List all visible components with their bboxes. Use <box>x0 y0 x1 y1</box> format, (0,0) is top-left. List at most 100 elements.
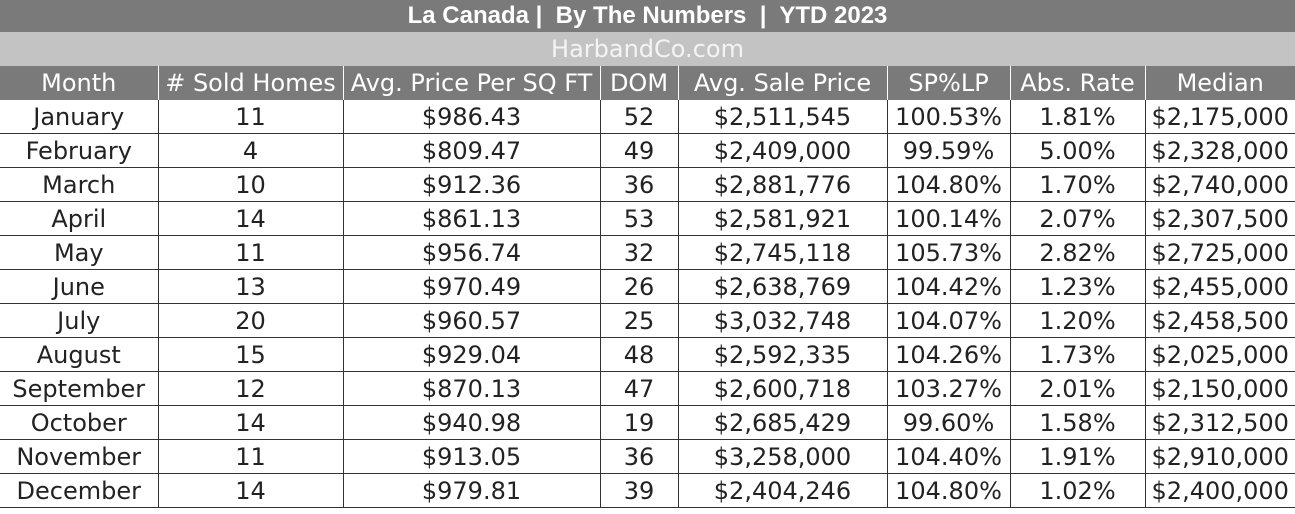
cell-sp-lp[interactable]: 99.60% <box>886 405 1011 440</box>
cell-sp-lp[interactable]: 104.40% <box>886 439 1011 474</box>
cell-sold-homes[interactable]: 11 <box>157 439 344 474</box>
cell-median[interactable]: $2,455,000 <box>1144 269 1295 304</box>
cell-sold-homes[interactable]: 11 <box>157 235 344 270</box>
cell-avg-sale-price[interactable]: $2,685,429 <box>677 405 888 440</box>
cell-dom[interactable]: 49 <box>599 133 679 168</box>
cell-month[interactable]: May <box>0 235 159 270</box>
cell-dom[interactable]: 26 <box>599 269 679 304</box>
cell-sold-homes[interactable]: 14 <box>157 473 344 508</box>
cell-avg-sale-price[interactable]: $2,592,335 <box>677 337 888 372</box>
cell-price-per-sqft[interactable]: $960.57 <box>342 303 601 338</box>
cell-sold-homes[interactable]: 13 <box>157 269 344 304</box>
cell-avg-sale-price[interactable]: $2,581,921 <box>677 201 888 236</box>
cell-abs-rate[interactable]: 1.23% <box>1009 269 1146 304</box>
cell-abs-rate[interactable]: 1.70% <box>1009 167 1146 202</box>
cell-dom[interactable]: 52 <box>599 100 679 134</box>
cell-price-per-sqft[interactable]: $979.81 <box>342 473 601 508</box>
cell-abs-rate[interactable]: 5.00% <box>1009 133 1146 168</box>
column-header-sold-homes[interactable]: # Sold Homes <box>157 66 343 100</box>
cell-price-per-sqft[interactable]: $986.43 <box>342 100 601 134</box>
cell-median[interactable]: $2,328,000 <box>1144 133 1295 168</box>
cell-median[interactable]: $2,458,500 <box>1144 303 1295 338</box>
column-header-median[interactable]: Median <box>1144 66 1295 100</box>
cell-month[interactable]: June <box>0 269 159 304</box>
cell-price-per-sqft[interactable]: $956.74 <box>342 235 601 270</box>
cell-dom[interactable]: 19 <box>599 405 679 440</box>
cell-sp-lp[interactable]: 104.80% <box>886 473 1011 508</box>
cell-price-per-sqft[interactable]: $912.36 <box>342 167 601 202</box>
cell-month[interactable]: October <box>0 405 159 440</box>
cell-dom[interactable]: 36 <box>599 167 679 202</box>
cell-month[interactable]: April <box>0 201 159 236</box>
cell-month[interactable]: November <box>0 439 159 474</box>
cell-sp-lp[interactable]: 100.14% <box>886 201 1011 236</box>
cell-sold-homes[interactable]: 20 <box>157 303 344 338</box>
cell-abs-rate[interactable]: 1.73% <box>1009 337 1146 372</box>
cell-sp-lp[interactable]: 105.73% <box>886 235 1011 270</box>
cell-sold-homes[interactable]: 14 <box>157 405 344 440</box>
cell-avg-sale-price[interactable]: $2,511,545 <box>677 100 888 134</box>
cell-avg-sale-price[interactable]: $2,600,718 <box>677 371 888 406</box>
cell-median[interactable]: $2,910,000 <box>1144 439 1295 474</box>
cell-month[interactable]: July <box>0 303 159 338</box>
cell-median[interactable]: $2,725,000 <box>1144 235 1295 270</box>
cell-sold-homes[interactable]: 11 <box>157 100 344 134</box>
cell-sp-lp[interactable]: 104.26% <box>886 337 1011 372</box>
column-header-dom[interactable]: DOM <box>599 66 678 100</box>
cell-month[interactable]: February <box>0 133 159 168</box>
cell-abs-rate[interactable]: 1.20% <box>1009 303 1146 338</box>
cell-sp-lp[interactable]: 100.53% <box>886 100 1011 134</box>
cell-price-per-sqft[interactable]: $809.47 <box>342 133 601 168</box>
cell-month[interactable]: January <box>0 100 159 134</box>
cell-sold-homes[interactable]: 14 <box>157 201 344 236</box>
cell-price-per-sqft[interactable]: $970.49 <box>342 269 601 304</box>
cell-dom[interactable]: 36 <box>599 439 679 474</box>
cell-month[interactable]: September <box>0 371 159 406</box>
cell-dom[interactable]: 25 <box>599 303 679 338</box>
cell-abs-rate[interactable]: 1.81% <box>1009 100 1146 134</box>
cell-avg-sale-price[interactable]: $2,409,000 <box>677 133 888 168</box>
cell-price-per-sqft[interactable]: $929.04 <box>342 337 601 372</box>
cell-sold-homes[interactable]: 10 <box>157 167 344 202</box>
cell-avg-sale-price[interactable]: $2,404,246 <box>677 473 888 508</box>
cell-dom[interactable]: 47 <box>599 371 679 406</box>
cell-median[interactable]: $2,175,000 <box>1144 100 1295 134</box>
cell-avg-sale-price[interactable]: $2,881,776 <box>677 167 888 202</box>
cell-sp-lp[interactable]: 104.07% <box>886 303 1011 338</box>
cell-price-per-sqft[interactable]: $861.13 <box>342 201 601 236</box>
cell-avg-sale-price[interactable]: $2,745,118 <box>677 235 888 270</box>
cell-month[interactable]: March <box>0 167 159 202</box>
column-header-avg-sale-price[interactable]: Avg. Sale Price <box>677 66 887 100</box>
cell-dom[interactable]: 39 <box>599 473 679 508</box>
cell-abs-rate[interactable]: 1.91% <box>1009 439 1146 474</box>
cell-sold-homes[interactable]: 12 <box>157 371 344 406</box>
cell-median[interactable]: $2,025,000 <box>1144 337 1295 372</box>
cell-price-per-sqft[interactable]: $913.05 <box>342 439 601 474</box>
cell-sp-lp[interactable]: 103.27% <box>886 371 1011 406</box>
cell-sp-lp[interactable]: 104.80% <box>886 167 1011 202</box>
cell-price-per-sqft[interactable]: $940.98 <box>342 405 601 440</box>
cell-sold-homes[interactable]: 4 <box>157 133 344 168</box>
cell-median[interactable]: $2,150,000 <box>1144 371 1295 406</box>
cell-median[interactable]: $2,400,000 <box>1144 473 1295 508</box>
cell-abs-rate[interactable]: 2.07% <box>1009 201 1146 236</box>
cell-avg-sale-price[interactable]: $2,638,769 <box>677 269 888 304</box>
cell-dom[interactable]: 48 <box>599 337 679 372</box>
cell-avg-sale-price[interactable]: $3,258,000 <box>677 439 888 474</box>
cell-month[interactable]: December <box>0 473 159 508</box>
cell-sp-lp[interactable]: 99.59% <box>886 133 1011 168</box>
cell-sold-homes[interactable]: 15 <box>157 337 344 372</box>
cell-abs-rate[interactable]: 2.82% <box>1009 235 1146 270</box>
cell-month[interactable]: August <box>0 337 159 372</box>
cell-median[interactable]: $2,307,500 <box>1144 201 1295 236</box>
cell-abs-rate[interactable]: 1.02% <box>1009 473 1146 508</box>
column-header-month[interactable]: Month <box>0 66 158 100</box>
cell-price-per-sqft[interactable]: $870.13 <box>342 371 601 406</box>
cell-abs-rate[interactable]: 1.58% <box>1009 405 1146 440</box>
cell-dom[interactable]: 32 <box>599 235 679 270</box>
cell-abs-rate[interactable]: 2.01% <box>1009 371 1146 406</box>
column-header-price-per-sqft[interactable]: Avg. Price Per SQ FT <box>342 66 600 100</box>
cell-sp-lp[interactable]: 104.42% <box>886 269 1011 304</box>
column-header-abs-rate[interactable]: Abs. Rate <box>1009 66 1145 100</box>
cell-median[interactable]: $2,740,000 <box>1144 167 1295 202</box>
